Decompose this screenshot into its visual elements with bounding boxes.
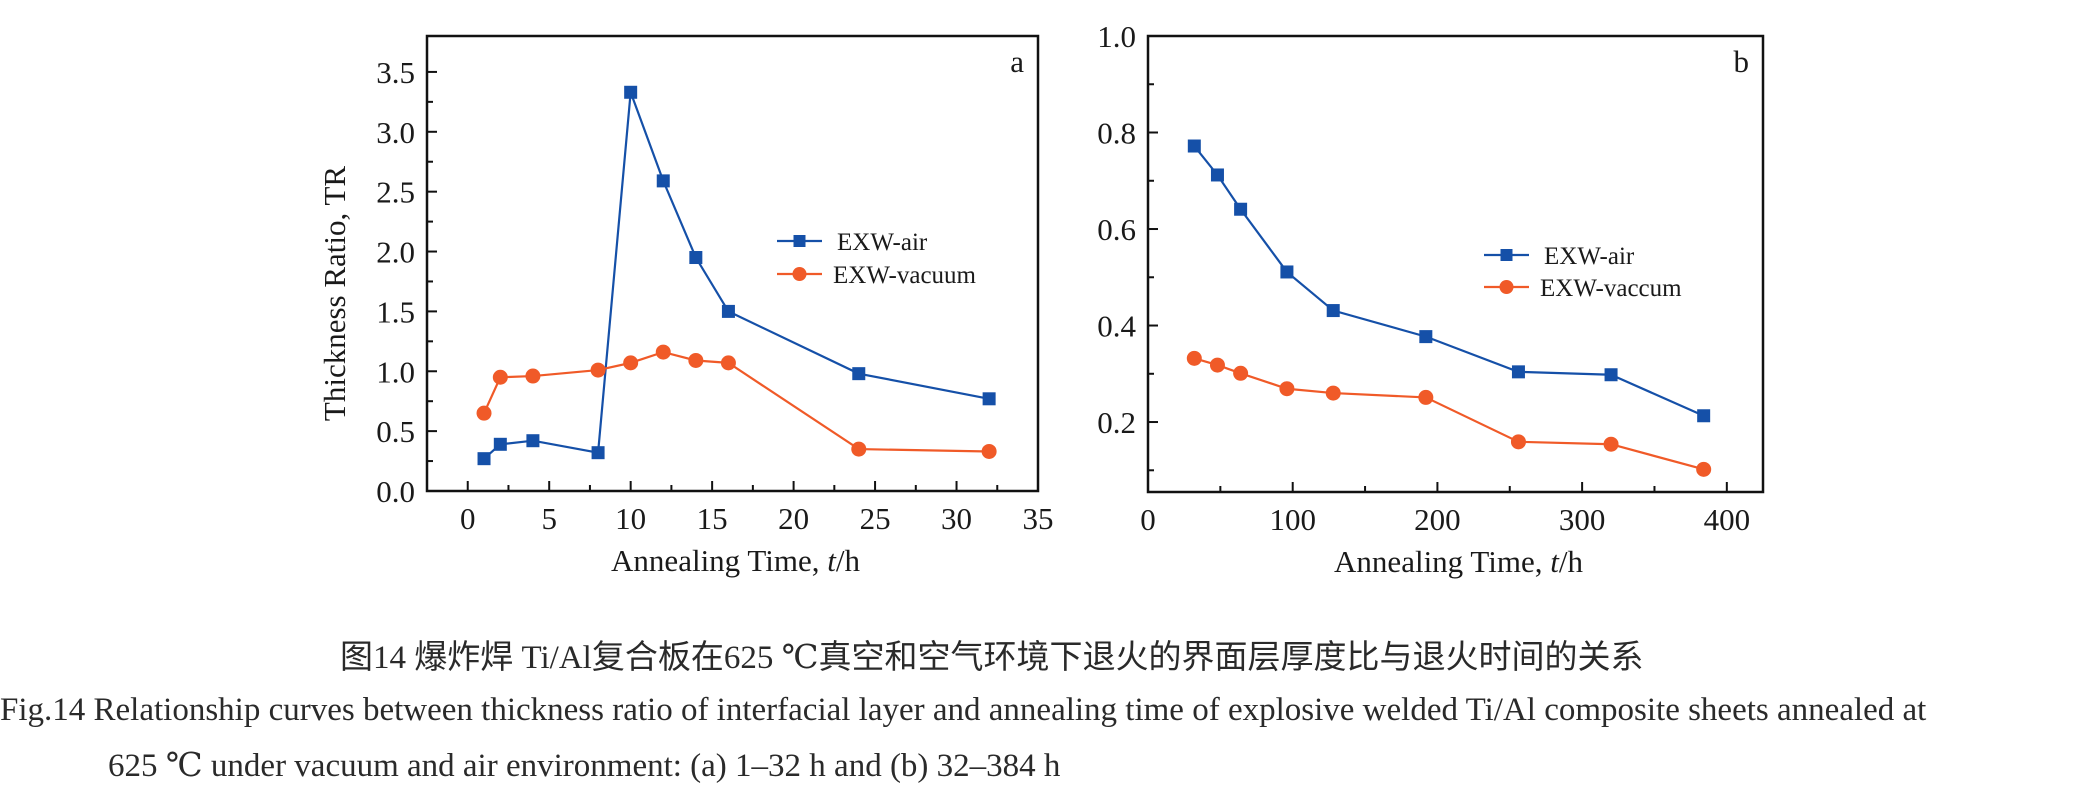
y-tick-label: 3.5 bbox=[376, 55, 415, 90]
data-point-circle bbox=[1209, 357, 1225, 373]
legend-entry: EXW-air bbox=[1484, 243, 1635, 270]
legend-label: EXW-vacuum bbox=[833, 262, 977, 289]
series-line bbox=[483, 350, 990, 453]
y-tick-label: 0.2 bbox=[1097, 405, 1136, 440]
legend-entry: EXW-vaccum bbox=[1484, 275, 1682, 302]
y-tick-label: 2.0 bbox=[376, 235, 415, 270]
data-point-circle bbox=[1325, 385, 1341, 401]
x-tick-label: 100 bbox=[1269, 502, 1316, 537]
data-point-square bbox=[1234, 202, 1248, 216]
legend-marker-square bbox=[793, 235, 806, 247]
panel-label: b bbox=[1734, 44, 1750, 79]
caption-chinese: 图14 爆炸焊 Ti/Al复合板在625 ℃真空和空气环境下退火的界面层厚度比与… bbox=[340, 640, 1644, 676]
y-tick-label: 0.4 bbox=[1097, 309, 1136, 344]
data-point-square bbox=[1511, 365, 1525, 379]
data-point-circle bbox=[476, 405, 492, 421]
legend-entry: EXW-vacuum bbox=[777, 262, 977, 289]
data-point-square bbox=[1697, 409, 1711, 423]
series-exw-vacuum bbox=[476, 344, 997, 459]
legend-marker-circle bbox=[792, 267, 807, 281]
data-point-circle bbox=[590, 362, 606, 378]
series-line bbox=[1193, 357, 1704, 471]
data-point-circle bbox=[1279, 381, 1295, 397]
data-point-circle bbox=[1510, 434, 1526, 450]
data-point-square bbox=[1604, 368, 1618, 382]
series-line bbox=[483, 91, 990, 460]
x-tick-label: 10 bbox=[615, 501, 646, 536]
data-point-square bbox=[526, 434, 540, 448]
data-point-square bbox=[1210, 168, 1224, 182]
data-point-circle bbox=[525, 368, 541, 384]
data-point-circle bbox=[1186, 350, 1202, 366]
y-tick-label: 1.0 bbox=[1097, 19, 1136, 54]
x-axis-label: Annealing Time, t/h bbox=[611, 543, 860, 578]
figure-canvas: 0 5 10 15 20 25 30 35 0.0 0.5 1.0 1.5 2.0 2.5 3.0 3.5 a A… bbox=[317, 19, 1765, 579]
chart-panel-a: 0 5 10 15 20 25 30 35 0.0 0.5 1.0 1.5 2.0 2.5 3.0 3.5 a A… bbox=[317, 34, 1054, 578]
data-point-circle bbox=[1233, 365, 1249, 381]
legend-label: EXW-vaccum bbox=[1540, 275, 1682, 302]
x-tick-label: 35 bbox=[1023, 501, 1054, 536]
data-point-circle bbox=[1418, 389, 1434, 405]
x-tick-label: 20 bbox=[778, 501, 809, 536]
x-tick-label: 0 bbox=[1140, 502, 1156, 537]
data-point-circle bbox=[1696, 461, 1712, 477]
x-tick-label: 200 bbox=[1414, 502, 1461, 537]
data-point-circle bbox=[655, 344, 671, 360]
series-exw-air bbox=[1187, 139, 1711, 423]
panel-label: a bbox=[1010, 44, 1024, 79]
caption-english-line1: Fig.14 Relationship curves between thick… bbox=[0, 692, 1927, 728]
plot-frame bbox=[1146, 34, 1765, 494]
y-tick-label: 1.5 bbox=[376, 294, 415, 329]
data-point-square bbox=[477, 452, 491, 466]
data-point-square bbox=[656, 174, 670, 188]
y-tick-label: 0.6 bbox=[1097, 212, 1136, 247]
data-point-square bbox=[1419, 330, 1433, 344]
y-axis-label: Thickness Ratio, TR bbox=[317, 166, 352, 421]
x-tick-label: 300 bbox=[1559, 502, 1606, 537]
legend-marker-circle bbox=[1499, 280, 1514, 294]
data-point-square bbox=[852, 367, 866, 381]
x-tick-label: 15 bbox=[697, 501, 728, 536]
x-tick-label: 25 bbox=[860, 501, 891, 536]
data-point-circle bbox=[981, 443, 997, 459]
legend-entry: EXW-air bbox=[777, 229, 928, 256]
caption-english-line2: 625 ℃ under vacuum and air environment: … bbox=[108, 748, 1061, 784]
data-point-square bbox=[1326, 304, 1340, 318]
plot-frame bbox=[425, 34, 1040, 493]
y-tick-label: 3.0 bbox=[376, 115, 415, 150]
y-tick-label: 2.5 bbox=[376, 175, 415, 210]
y-tick-label: 0.8 bbox=[1097, 116, 1136, 151]
x-tick-label: 5 bbox=[541, 501, 557, 536]
x-tick-label: 30 bbox=[941, 501, 972, 536]
x-tick-label: 0 bbox=[460, 501, 476, 536]
data-point-square bbox=[493, 437, 507, 451]
y-tick-label: 0.0 bbox=[376, 474, 415, 509]
legend-marker-square bbox=[1500, 249, 1513, 261]
x-axis-label: Annealing Time, t/h bbox=[1334, 544, 1583, 579]
data-point-circle bbox=[851, 441, 867, 457]
series-exw-air bbox=[477, 85, 996, 466]
data-point-square bbox=[982, 392, 996, 406]
data-point-square bbox=[721, 304, 735, 318]
data-point-circle bbox=[492, 369, 508, 385]
series-exw-vaccum bbox=[1186, 350, 1712, 477]
x-tick-label: 400 bbox=[1704, 502, 1751, 537]
data-point-square bbox=[591, 446, 605, 460]
data-point-square bbox=[689, 251, 703, 265]
data-point-circle bbox=[688, 352, 704, 368]
data-point-circle bbox=[623, 355, 639, 371]
legend-label: EXW-air bbox=[837, 229, 928, 256]
data-point-square bbox=[624, 85, 638, 99]
y-tick-label: 0.5 bbox=[376, 414, 415, 449]
y-tick-label: 1.0 bbox=[376, 354, 415, 389]
data-point-circle bbox=[720, 355, 736, 371]
legend-label: EXW-air bbox=[1544, 243, 1635, 270]
data-point-circle bbox=[1603, 436, 1619, 452]
data-point-square bbox=[1187, 139, 1201, 153]
chart-panel-b: 0 100 200 300 400 0.2 0.4 0.6 0.8 1.0 b Annealing T… bbox=[1097, 19, 1765, 579]
data-point-square bbox=[1280, 265, 1294, 279]
